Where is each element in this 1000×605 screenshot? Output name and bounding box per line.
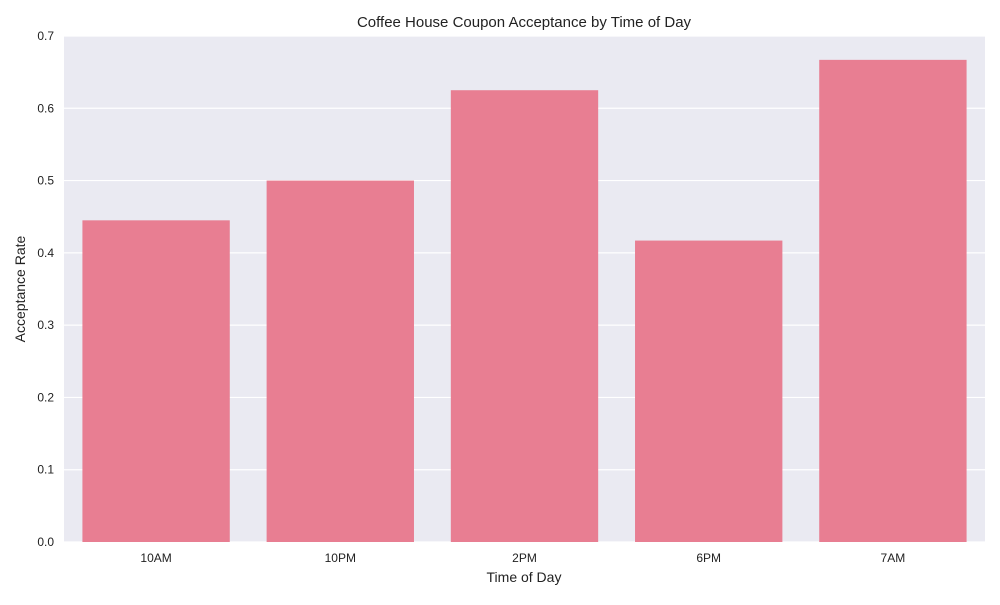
bars: [82, 59, 967, 543]
chart-title: Coffee House Coupon Acceptance by Time o…: [357, 14, 692, 31]
bar-6pm: [635, 240, 783, 542]
bar-7am: [819, 59, 967, 543]
y-tick-label: 0.2: [37, 390, 54, 404]
y-tick-label: 0.5: [37, 174, 54, 188]
bar-2pm: [450, 90, 599, 542]
y-tick-label: 0.1: [37, 463, 54, 477]
x-tick-labels: 10AM 10PM 2PM 6PM 7AM: [140, 551, 905, 565]
y-tick-labels: 0.0 0.1 0.2 0.3 0.4 0.5 0.6 0.7: [37, 29, 54, 549]
bar-10pm: [266, 180, 414, 543]
y-tick-label: 0.3: [37, 318, 54, 332]
y-tick-label: 0.6: [37, 101, 54, 115]
x-tick-label: 6PM: [696, 551, 721, 565]
y-axis-label: Acceptance Rate: [12, 235, 28, 342]
y-tick-label: 0.4: [37, 246, 54, 260]
y-tick-label: 0.7: [37, 29, 54, 43]
x-tick-label: 7AM: [881, 551, 906, 565]
y-tick-label: 0.0: [37, 535, 54, 549]
x-tick-label: 10PM: [325, 551, 356, 565]
x-tick-label: 10AM: [140, 551, 171, 565]
bar-10am: [82, 220, 230, 543]
x-tick-label: 2PM: [512, 551, 537, 565]
x-axis-label: Time of Day: [487, 569, 562, 585]
